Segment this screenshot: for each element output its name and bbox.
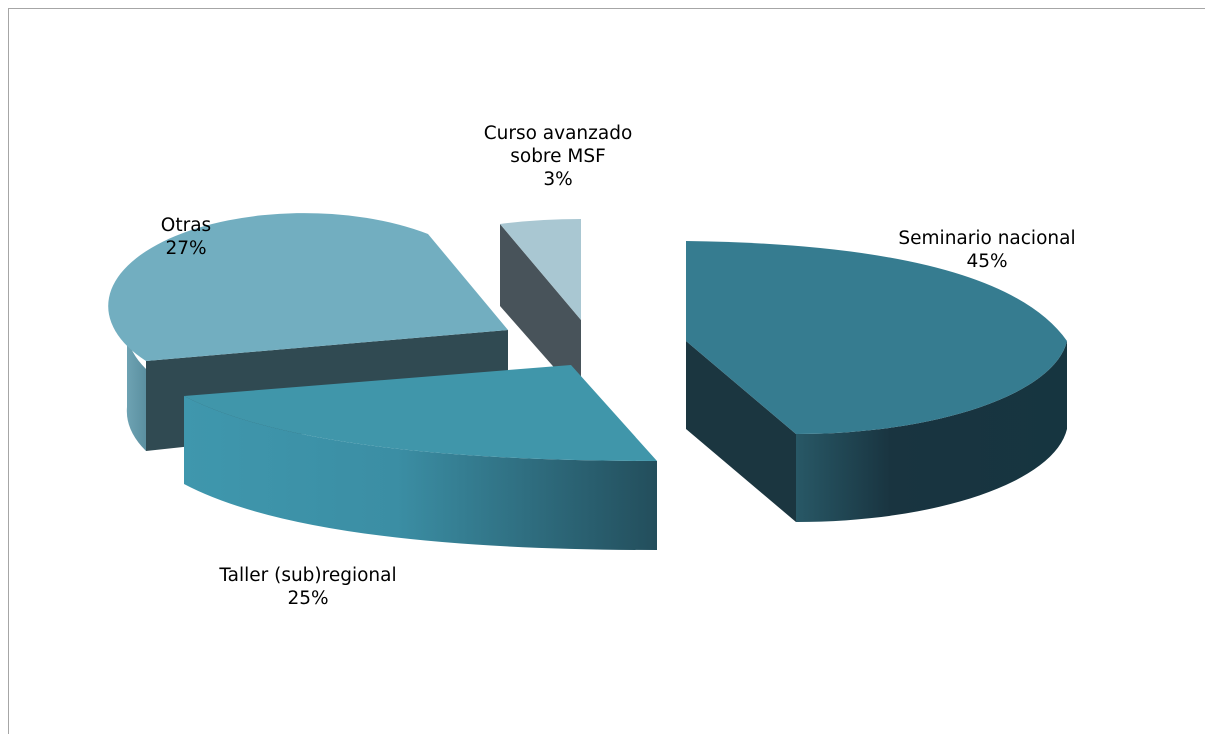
slice-taller xyxy=(184,365,657,550)
label-curso-percent: 3% xyxy=(543,169,572,190)
slice-seminario-top xyxy=(686,241,1067,435)
label-taller-percent: 25% xyxy=(287,588,328,609)
label-curso-name-line2: sobre MSF xyxy=(510,146,606,167)
label-otras-name: Otras xyxy=(161,215,211,236)
label-seminario-percent: 45% xyxy=(966,251,1007,272)
slice-taller-top xyxy=(184,365,657,461)
pie-chart: Seminario nacional 45% Taller (sub)regio… xyxy=(108,123,1076,609)
slice-otras-side-outer xyxy=(126,325,146,451)
chart-area: Seminario nacional 45% Taller (sub)regio… xyxy=(8,8,1205,734)
slice-taller-side xyxy=(184,396,657,550)
slice-curso xyxy=(500,219,581,398)
slice-curso-side xyxy=(500,224,581,398)
slice-otras-top xyxy=(108,213,509,361)
slice-seminario-side-outer xyxy=(796,341,1067,523)
label-otras-percent: 27% xyxy=(165,238,206,259)
label-seminario-name: Seminario nacional xyxy=(898,228,1075,249)
label-curso-name-line1: Curso avanzado xyxy=(484,123,633,144)
slice-seminario xyxy=(686,241,1067,523)
slice-seminario-side-left xyxy=(686,341,796,522)
label-taller-name: Taller (sub)regional xyxy=(218,565,396,586)
slice-curso-top xyxy=(500,219,581,320)
